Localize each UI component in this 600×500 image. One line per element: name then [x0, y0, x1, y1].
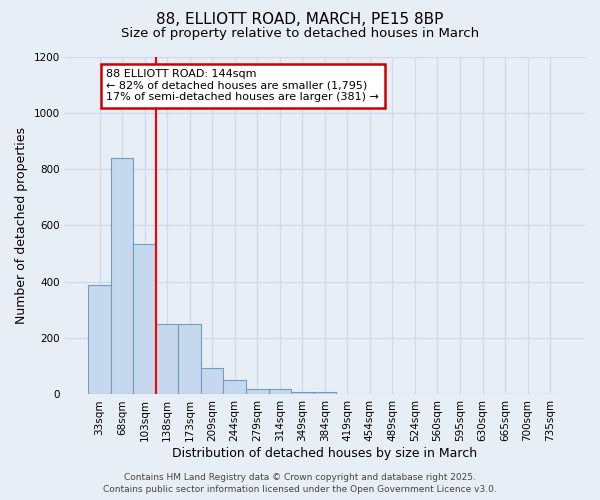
Bar: [291, 392, 314, 394]
Bar: [178, 324, 201, 394]
Bar: [88, 284, 111, 395]
Bar: [201, 368, 223, 394]
Bar: [269, 389, 291, 394]
Text: 88 ELLIOTT ROAD: 144sqm
← 82% of detached houses are smaller (1,795)
17% of semi: 88 ELLIOTT ROAD: 144sqm ← 82% of detache…: [106, 69, 379, 102]
Bar: [223, 380, 246, 394]
Bar: [156, 324, 178, 394]
Bar: [111, 158, 133, 394]
Text: Size of property relative to detached houses in March: Size of property relative to detached ho…: [121, 28, 479, 40]
X-axis label: Distribution of detached houses by size in March: Distribution of detached houses by size …: [172, 447, 478, 460]
Bar: [246, 389, 269, 394]
Y-axis label: Number of detached properties: Number of detached properties: [15, 127, 28, 324]
Bar: [314, 392, 336, 394]
Text: Contains HM Land Registry data © Crown copyright and database right 2025.
Contai: Contains HM Land Registry data © Crown c…: [103, 472, 497, 494]
Bar: [133, 244, 156, 394]
Text: 88, ELLIOTT ROAD, MARCH, PE15 8BP: 88, ELLIOTT ROAD, MARCH, PE15 8BP: [157, 12, 443, 28]
